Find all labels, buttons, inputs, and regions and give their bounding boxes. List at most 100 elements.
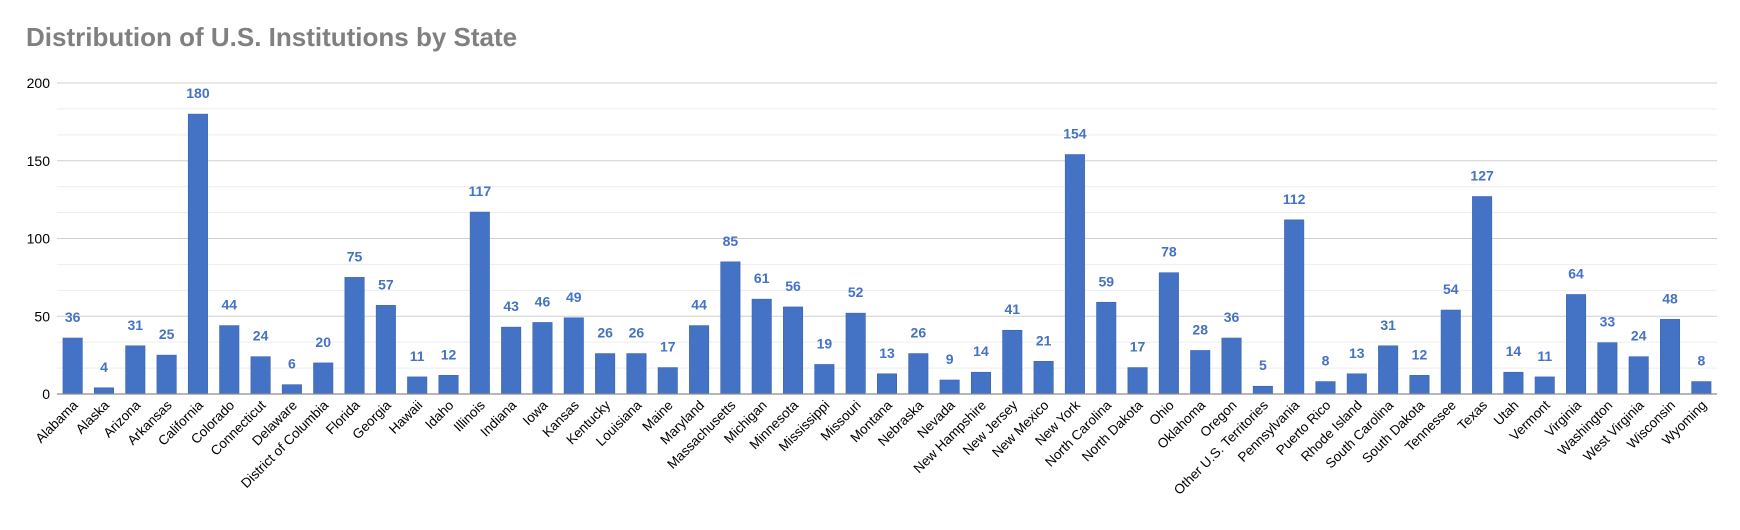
- data-label: 12: [441, 346, 457, 362]
- y-tick-label: 100: [27, 231, 51, 247]
- gridlines: [57, 82, 1717, 369]
- bar-indiana: [501, 326, 522, 395]
- bar-oregon: [1221, 337, 1242, 395]
- bar-maryland: [689, 325, 710, 395]
- bar-illinois: [469, 211, 490, 395]
- data-label: 54: [1443, 281, 1459, 297]
- bar-tennessee: [1440, 309, 1461, 395]
- data-label: 21: [1036, 332, 1052, 348]
- data-label: 26: [629, 325, 645, 341]
- bar-virginia: [1566, 294, 1587, 395]
- bar-arkansas: [156, 354, 177, 395]
- data-label: 17: [1130, 339, 1146, 355]
- bar-west-virginia: [1628, 356, 1649, 395]
- bars: [62, 113, 1712, 395]
- bar-colorado: [219, 325, 240, 395]
- bar-puerto-rico: [1315, 381, 1336, 395]
- bar-oklahoma: [1190, 350, 1211, 395]
- data-label: 17: [660, 339, 676, 355]
- data-label: 26: [597, 325, 613, 341]
- bar-montana: [876, 373, 898, 395]
- data-label: 13: [879, 345, 895, 361]
- data-label: 14: [1506, 343, 1522, 359]
- data-label: 57: [378, 276, 394, 292]
- bar-minnesota: [783, 306, 804, 395]
- bar-north-carolina: [1096, 301, 1117, 395]
- bar-vermont: [1534, 376, 1555, 395]
- data-label: 41: [1004, 301, 1020, 317]
- bar-pennsylvania: [1284, 219, 1305, 395]
- bar-wisconsin: [1660, 319, 1681, 395]
- data-label: 49: [566, 289, 582, 305]
- data-label: 13: [1349, 345, 1365, 361]
- data-label: 11: [410, 348, 425, 364]
- data-label: 5: [1259, 357, 1267, 373]
- y-tick-label: 150: [27, 153, 51, 169]
- data-label: 11: [1537, 348, 1552, 364]
- data-label: 64: [1568, 265, 1584, 281]
- bar-california: [187, 113, 208, 395]
- data-label: 8: [1697, 353, 1705, 369]
- x-tick-label: Texas: [1455, 397, 1491, 433]
- bar-new-mexico: [1033, 361, 1054, 395]
- data-label: 48: [1662, 290, 1678, 306]
- data-label: 78: [1161, 244, 1177, 260]
- bar-idaho: [438, 375, 459, 395]
- data-label: 127: [1470, 168, 1494, 184]
- data-label: 31: [1380, 317, 1396, 333]
- bar-washington: [1597, 342, 1618, 395]
- data-label: 59: [1098, 273, 1114, 289]
- bar-mississippi: [814, 364, 835, 395]
- data-labels: 36 4 31 25 180 44 24 6 20 75 57 11 12 117 43 46 49 26 26 17…: [65, 85, 1706, 375]
- data-label: 61: [754, 270, 770, 286]
- data-label: 8: [1322, 353, 1330, 369]
- data-label: 6: [288, 356, 296, 372]
- data-label: 25: [159, 326, 175, 342]
- data-label: 52: [848, 284, 864, 300]
- data-label: 31: [128, 317, 144, 333]
- bar-georgia: [375, 305, 396, 395]
- bar-michigan: [751, 298, 772, 395]
- bar-ohio: [1158, 272, 1179, 395]
- data-label: 46: [535, 293, 551, 309]
- bar-utah: [1503, 371, 1524, 395]
- data-label: 154: [1063, 126, 1087, 142]
- bar-alabama: [62, 337, 83, 395]
- bar-nebraska: [908, 353, 929, 395]
- bar-missouri: [845, 312, 866, 395]
- x-tick-label: Alabama: [32, 397, 81, 446]
- bar-kansas: [563, 317, 584, 395]
- bar-district-of-columbia: [313, 362, 334, 395]
- data-label: 44: [221, 297, 237, 313]
- bar-hawaii: [407, 376, 428, 395]
- x-tick-label: Indiana: [477, 397, 519, 439]
- bar-north-dakota: [1127, 367, 1148, 395]
- bar-rhode-island: [1346, 373, 1367, 395]
- y-axis: 0 50 100 150 200: [27, 75, 51, 402]
- bar-florida: [344, 277, 365, 395]
- x-tick-label: Hawaii: [386, 398, 425, 437]
- bar-texas: [1472, 196, 1493, 395]
- bar-south-carolina: [1378, 345, 1399, 395]
- data-label: 75: [347, 248, 363, 264]
- chart-title: Distribution of U.S. Institutions by Sta…: [26, 22, 518, 52]
- bar-connecticut: [250, 356, 271, 395]
- data-label: 4: [100, 359, 108, 375]
- data-label: 56: [785, 278, 801, 294]
- data-label: 28: [1192, 321, 1208, 337]
- data-label: 43: [503, 298, 519, 314]
- data-label: 85: [723, 233, 739, 249]
- bar-delaware: [281, 384, 302, 395]
- bar-new-york: [1064, 154, 1085, 395]
- data-label: 180: [186, 85, 210, 101]
- data-label: 24: [1631, 328, 1647, 344]
- bar-other-u-s-territories: [1252, 385, 1273, 395]
- bar-arizona: [125, 345, 146, 395]
- data-label: 12: [1412, 346, 1428, 362]
- bar-south-dakota: [1409, 375, 1430, 395]
- y-tick-label: 0: [42, 386, 50, 402]
- x-tick-label: Idaho: [422, 398, 457, 433]
- data-label: 19: [817, 335, 833, 351]
